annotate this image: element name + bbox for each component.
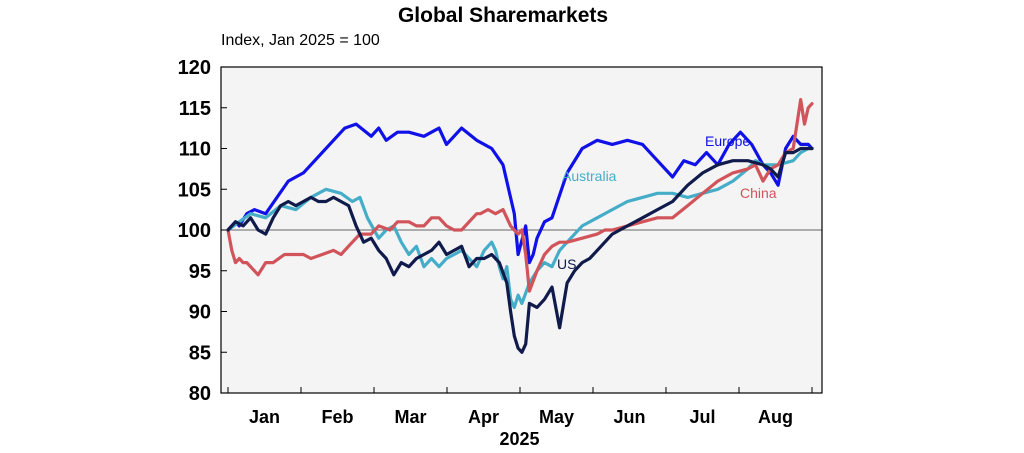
y-tick-label: 80 xyxy=(189,383,211,405)
series-label-us: US xyxy=(557,256,576,272)
plot-border xyxy=(220,66,823,394)
series-label-australia: Australia xyxy=(562,168,617,184)
series-line-europe xyxy=(226,122,814,265)
y-tick-label: 100 xyxy=(178,220,211,242)
x-tick-label: May xyxy=(539,407,574,427)
chart-title: Global Sharemarkets xyxy=(397,4,609,27)
y-tick-label: 105 xyxy=(178,179,211,201)
series-label-china: China xyxy=(740,185,777,201)
x-axis-label: 2025 xyxy=(499,429,539,449)
x-tick-label: Apr xyxy=(468,407,499,427)
series-label-europe: Europe xyxy=(705,133,750,149)
x-tick-label: Jan xyxy=(249,407,280,427)
series-line-china xyxy=(226,98,814,293)
y-tick-label: 120 xyxy=(178,57,211,79)
x-tick-label: Jul xyxy=(689,407,715,427)
x-tick-label: Mar xyxy=(394,407,426,427)
y-tick-label: 110 xyxy=(179,139,211,161)
x-tick-label: Jun xyxy=(613,407,645,427)
series-line-us xyxy=(226,146,814,354)
y-tick-label: 85 xyxy=(189,342,211,364)
x-tick-label: Aug xyxy=(758,407,793,427)
y-tick-label: 115 xyxy=(179,98,211,120)
y-tick-label: 90 xyxy=(189,302,211,324)
x-tick-label: Feb xyxy=(321,407,353,427)
chart-subtitle: Index, Jan 2025 = 100 xyxy=(221,32,380,49)
y-tick-label: 95 xyxy=(189,261,211,283)
